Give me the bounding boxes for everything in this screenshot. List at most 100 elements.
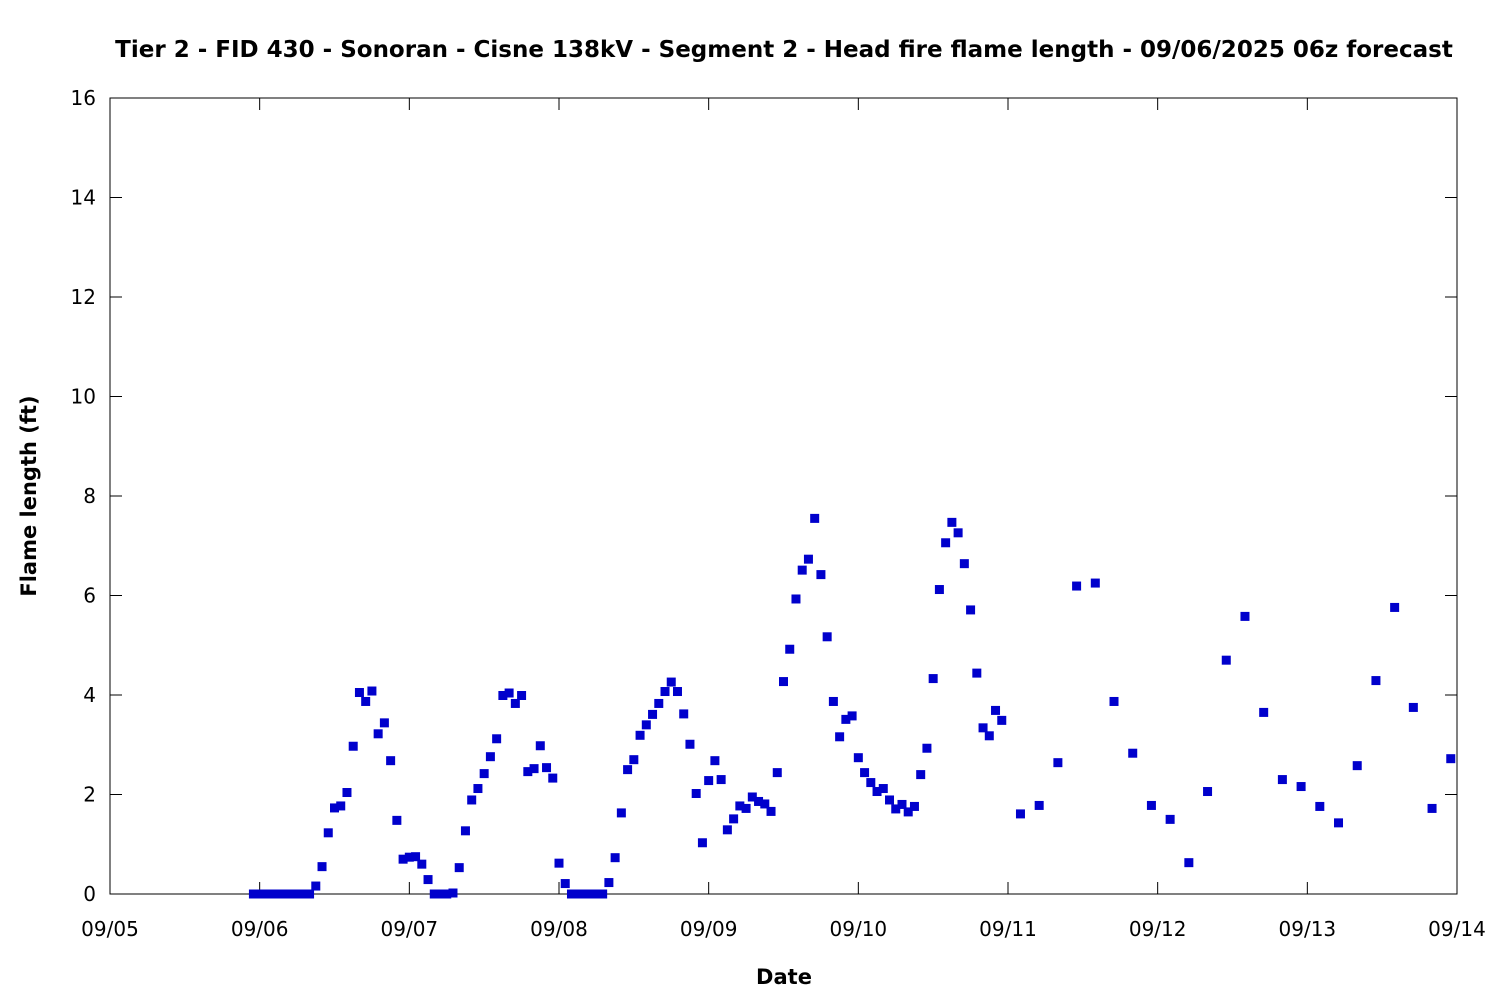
data-point: [922, 743, 932, 753]
data-point: [816, 570, 826, 580]
data-point: [448, 888, 458, 898]
data-point: [280, 889, 290, 899]
data-point: [897, 799, 907, 809]
data-point: [273, 889, 283, 899]
x-tick-label: 09/06: [231, 917, 289, 941]
data-point: [423, 875, 433, 885]
x-tick-label: 09/13: [1279, 917, 1337, 941]
data-point: [330, 803, 339, 813]
data-point: [853, 753, 863, 763]
y-tick-label: 14: [71, 186, 96, 210]
data-point: [517, 690, 527, 700]
data-point: [1072, 581, 1082, 591]
data-point: [791, 594, 801, 604]
data-point: [972, 668, 982, 678]
data-point: [810, 513, 820, 523]
data-point: [1352, 761, 1362, 771]
data-point: [779, 677, 788, 687]
data-point: [1165, 814, 1175, 824]
data-point: [367, 686, 377, 696]
data-point: [392, 815, 402, 825]
data-point: [417, 859, 427, 869]
data-point: [803, 554, 813, 564]
data-points: [248, 513, 1456, 899]
data-point: [729, 814, 739, 824]
data-point: [991, 705, 1001, 715]
data-point: [1090, 578, 1100, 588]
data-point: [1334, 818, 1344, 828]
data-point: [766, 806, 776, 816]
data-point: [404, 852, 414, 862]
x-tick-label: 09/14: [1428, 917, 1486, 941]
data-point: [573, 889, 583, 899]
data-point: [654, 698, 664, 708]
y-tick-label: 2: [83, 783, 96, 807]
data-point: [847, 711, 857, 721]
data-point: [828, 696, 838, 706]
data-point: [604, 878, 614, 888]
data-point: [386, 756, 396, 766]
data-point: [953, 528, 963, 538]
data-point: [535, 741, 545, 751]
data-point: [267, 889, 277, 899]
data-point: [311, 881, 321, 891]
data-point: [928, 674, 938, 684]
data-point: [878, 784, 888, 794]
data-point: [498, 690, 508, 700]
data-point: [585, 889, 595, 899]
data-point: [492, 734, 502, 744]
data-point: [959, 559, 969, 569]
data-point: [579, 889, 589, 899]
data-point: [442, 889, 452, 899]
data-point: [1221, 655, 1231, 665]
data-point: [903, 807, 913, 817]
y-axis-label: Flame length (ft): [17, 395, 41, 596]
data-point: [1390, 602, 1400, 612]
data-point: [255, 889, 265, 899]
data-point: [248, 889, 258, 899]
data-point: [460, 826, 470, 836]
data-point: [411, 852, 421, 862]
data-point: [529, 764, 539, 774]
x-tick-label: 09/10: [830, 917, 888, 941]
data-point: [841, 714, 851, 724]
data-point: [542, 763, 552, 773]
data-point: [866, 778, 876, 788]
data-point: [298, 889, 308, 899]
y-tick-label: 0: [83, 882, 96, 906]
axis-ticks: 09/05 09/06 09/07 09/08 09/09 09/10 09/11 09/12…: [71, 86, 1486, 941]
data-point: [966, 605, 976, 615]
data-point: [934, 585, 944, 595]
data-point: [261, 889, 271, 899]
data-point: [429, 889, 439, 899]
data-point: [997, 715, 1007, 725]
x-tick-label: 09/07: [381, 917, 439, 941]
data-point: [1128, 748, 1138, 758]
data-point: [704, 776, 714, 786]
data-point: [348, 741, 358, 751]
data-point: [785, 644, 795, 654]
data-point: [822, 632, 832, 642]
data-point: [473, 784, 483, 794]
data-point: [305, 889, 315, 899]
x-tick-label: 09/11: [979, 917, 1037, 941]
data-point: [591, 889, 601, 899]
data-point: [691, 789, 701, 799]
data-point: [891, 804, 901, 814]
data-point: [610, 853, 620, 863]
data-point: [754, 796, 764, 806]
chart-title: Tier 2 - FID 430 - Sonoran - Cisne 138kV…: [115, 37, 1453, 63]
data-point: [660, 687, 670, 697]
data-point: [872, 787, 882, 797]
y-tick-label: 12: [71, 285, 96, 309]
x-tick-label: 09/08: [530, 917, 588, 941]
data-point: [1034, 800, 1044, 810]
data-point: [1427, 803, 1437, 813]
data-point: [504, 688, 514, 698]
data-point: [1315, 801, 1325, 811]
data-point: [772, 768, 782, 778]
data-point: [286, 889, 296, 899]
data-point: [485, 752, 495, 762]
data-point: [666, 677, 676, 687]
